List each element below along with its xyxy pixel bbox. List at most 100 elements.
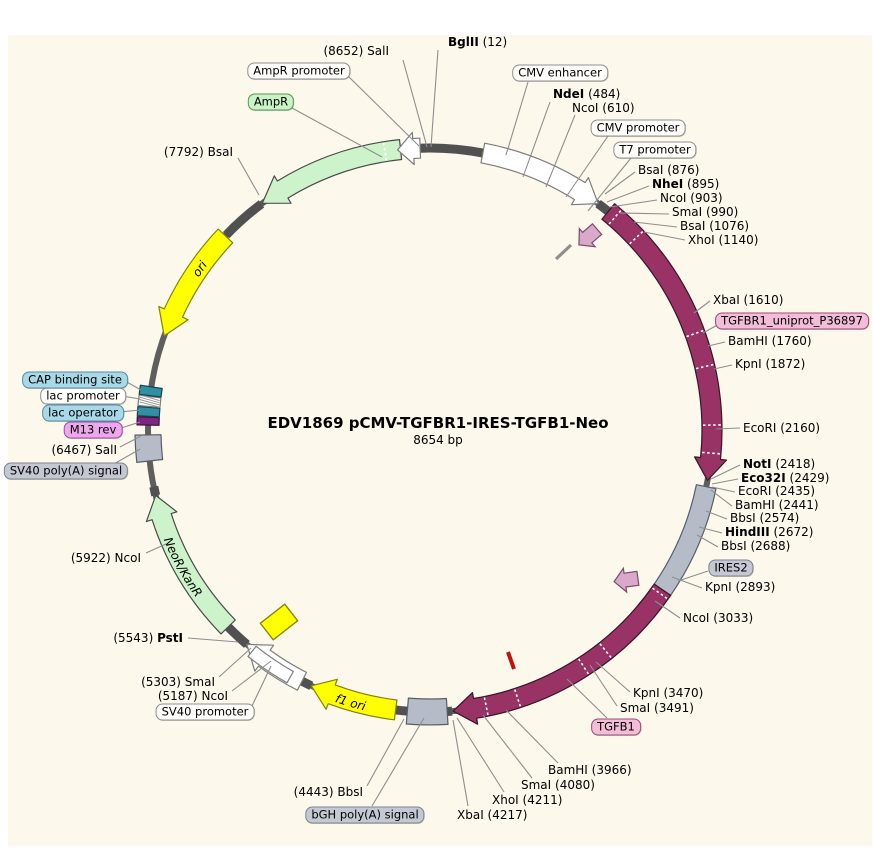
bamhi-3966-leader-line <box>505 709 559 764</box>
sv40-polya-label[interactable]: SV40 poly(A) signal <box>3 462 129 480</box>
ncoi-5922[interactable]: (5922) NcoI <box>71 551 141 565</box>
sali-8652-text: (8652) <box>323 44 368 58</box>
bsai-1076[interactable]: BsaI (1076) <box>680 219 749 233</box>
bsai-876[interactable]: BsaI (876) <box>638 163 699 177</box>
ampr-promoter-arrow-feature[interactable] <box>397 131 422 166</box>
eco32i-2429[interactable]: Eco32I (2429) <box>741 471 829 485</box>
sali-8652-text: SalI <box>367 44 389 58</box>
sv40-polya-signal-feature[interactable] <box>134 434 164 463</box>
lac-promoter-label-text: lac promoter <box>46 388 120 403</box>
bglii-12-text: BglII <box>448 35 479 49</box>
bbsi-2688[interactable]: BbsI (2688) <box>721 539 790 553</box>
tgfbr1-label[interactable]: TGFBR1_uniprot_P36897 <box>715 312 869 330</box>
ecori-2435[interactable]: EcoRI (2435) <box>738 484 815 498</box>
ndei-484-leader-line <box>522 101 551 178</box>
xhoi-1140-leader-line <box>643 231 686 241</box>
sv40-promoter-label[interactable]: SV40 promoter <box>155 703 255 721</box>
smai-5303-leader-line <box>218 647 252 678</box>
red-tick-marker[interactable] <box>506 651 516 670</box>
xbai-1610[interactable]: XbaI (1610) <box>713 293 783 307</box>
ndei-484-text: NdeI <box>553 87 585 101</box>
ncoi-5187-text: NcoI <box>201 689 228 703</box>
bgh-polya-label[interactable]: bGH poly(A) signal <box>305 806 425 824</box>
cap-binding-site-feature[interactable] <box>138 384 163 398</box>
bamhi-3966[interactable]: BamHI (3966) <box>548 763 632 777</box>
bamhi-1760[interactable]: BamHI (1760) <box>728 334 812 348</box>
ndei-484-text: (484) <box>584 87 621 101</box>
yellow-box-marker[interactable] <box>259 603 299 641</box>
bamhi-2441[interactable]: BamHI (2441) <box>735 498 819 512</box>
nhei-895[interactable]: NheI (895) <box>652 177 719 191</box>
smai-3491[interactable]: SmaI (3491) <box>620 701 694 715</box>
xhoi-4211[interactable]: XhoI (4211) <box>492 793 562 807</box>
bbsi-2688-text: BbsI (2688) <box>721 539 791 553</box>
sali-6467-text: (6467) <box>51 443 96 457</box>
noti-2418[interactable]: NotI (2418) <box>743 457 815 471</box>
smai-3491-text: SmaI (3491) <box>620 701 694 715</box>
ires2-label[interactable]: IRES2 <box>708 559 754 577</box>
psti-5543-text: PstI <box>157 631 183 645</box>
ncoi-5187[interactable]: (5187) NcoI <box>158 689 228 703</box>
lac-operator-site-feature[interactable] <box>136 405 161 418</box>
promoter-arrow-lower-marker[interactable] <box>612 566 640 594</box>
bbsi-4443[interactable]: (4443) BbsI <box>294 785 363 799</box>
plasmid-title: EDV1869 pCMV-TGFBR1-IRES-TGFB1-Neo <box>267 414 609 432</box>
ampr-cds-feature[interactable] <box>261 139 403 204</box>
t7-promoter-label[interactable]: T7 promoter <box>613 141 697 159</box>
kpni-2893[interactable]: KpnI (2893) <box>705 580 775 594</box>
xhoi-1140[interactable]: XhoI (1140) <box>688 233 758 247</box>
noti-2418-leader-line <box>710 464 741 480</box>
lac-operator-label[interactable]: lac operator <box>42 404 124 422</box>
kpni-3470[interactable]: KpnI (3470) <box>633 686 703 700</box>
ampr-promoter-label-leader-line <box>347 75 420 147</box>
xbai-4217[interactable]: XbaI (4217) <box>457 808 527 822</box>
psti-5543[interactable]: (5543) PstI <box>113 631 183 645</box>
cap-binding-label[interactable]: CAP binding site <box>22 371 128 389</box>
ncoi-5187-leader-line <box>231 660 272 692</box>
hindiii-2672[interactable]: HindIII (2672) <box>725 525 813 539</box>
eco32i-2429-text: Eco32I <box>741 471 786 485</box>
xbai-4217-leader-line <box>452 719 469 807</box>
bgh-polya-signal-feature[interactable] <box>405 697 449 726</box>
m13-rev-primer-feature[interactable] <box>136 416 160 426</box>
ampr-label[interactable]: AmpR <box>247 93 295 111</box>
bbsi-2574[interactable]: BbsI (2574) <box>730 511 799 525</box>
smai-4080-text: SmaI (4080) <box>521 778 595 792</box>
ncoi-903[interactable]: NcoI (903) <box>660 191 723 205</box>
hindiii-2672-text: HindIII <box>725 525 770 539</box>
ncoi-3033[interactable]: NcoI (3033) <box>683 611 753 625</box>
f1-ori-feature[interactable] <box>310 678 398 721</box>
ampr-promoter-label[interactable]: AmpR promoter <box>247 62 351 80</box>
kpni-1872[interactable]: KpnI (1872) <box>735 357 805 371</box>
nhei-895-text: NheI <box>652 177 684 191</box>
bsai-7792[interactable]: (7792) BsaI <box>164 145 233 159</box>
sali-6467[interactable]: (6467) SalI <box>51 443 117 457</box>
ori-rep-feature[interactable] <box>158 228 234 337</box>
lac-promoter-label[interactable]: lac promoter <box>40 387 126 405</box>
ncoi-5922-text: NcoI <box>114 551 141 565</box>
nhei-895-leader-line <box>606 185 650 203</box>
bglii-12[interactable]: BglII (12) <box>448 35 507 49</box>
ndei-484[interactable]: NdeI (484) <box>553 87 620 101</box>
sali-8652[interactable]: (8652) SalI <box>323 44 389 58</box>
cmv-promoter-label[interactable]: CMV promoter <box>590 119 686 137</box>
m13-rev-label[interactable]: M13 rev <box>63 421 123 439</box>
cmv-promoter-label-leader-line <box>565 135 609 198</box>
promoter-arrow-upper-marker[interactable] <box>571 220 605 254</box>
tgfb1-label[interactable]: TGFB1 <box>591 718 641 736</box>
smai-990-leader-line <box>619 212 670 215</box>
eco32i-2429-leader-line <box>711 478 739 485</box>
smai-990[interactable]: SmaI (990) <box>672 205 738 219</box>
smai-4080[interactable]: SmaI (4080) <box>521 778 595 792</box>
cmv-enhancer-label[interactable]: CMV enhancer <box>512 64 608 82</box>
ncoi-610[interactable]: NcoI (610) <box>572 101 635 115</box>
tgfb1-cds-feature[interactable] <box>452 583 672 725</box>
sv40-polya-label-text: SV40 poly(A) signal <box>9 463 123 478</box>
cmv-enhancer-promoter-region-feature[interactable] <box>480 142 599 206</box>
neor-kanr-cds-feature[interactable] <box>145 494 236 635</box>
sv40-promoter-overlay-feature[interactable] <box>247 645 294 684</box>
gray-dash-marker[interactable] <box>554 243 573 261</box>
smai-5303-text: SmaI <box>184 675 215 689</box>
ecori-2160[interactable]: EcoRI (2160) <box>743 421 820 435</box>
smai-5303[interactable]: (5303) SmaI <box>141 675 215 689</box>
